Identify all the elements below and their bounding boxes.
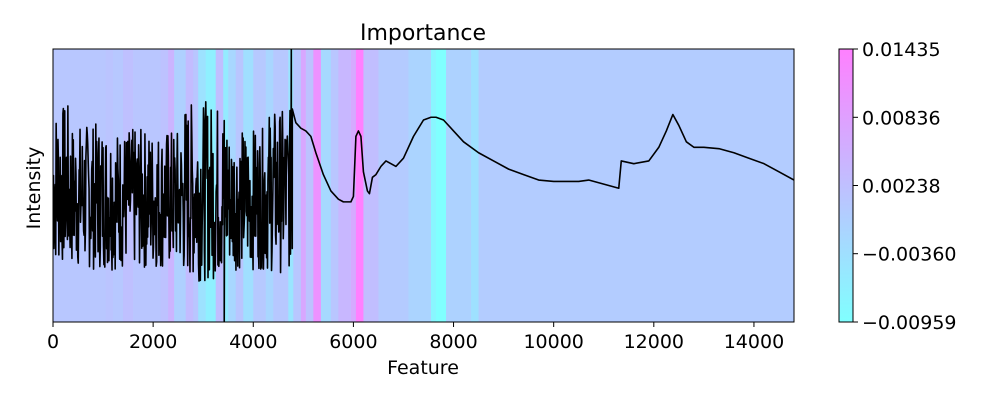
importance-band — [408, 49, 432, 322]
x-tick-label: 2000 — [129, 331, 177, 353]
colorbar-tick-label: 0.00836 — [862, 107, 941, 129]
importance-band — [446, 49, 472, 322]
plot-frame — [52, 48, 795, 323]
importance-band — [305, 49, 314, 322]
importance-band — [355, 49, 364, 322]
colorbar-tick-label: −0.00360 — [862, 244, 957, 266]
importance-band — [300, 49, 307, 322]
importance-band — [431, 49, 437, 322]
importance-band — [378, 49, 409, 322]
importance-band — [330, 49, 339, 322]
colorbar-tick-label: 0.00238 — [862, 176, 941, 198]
importance-band — [471, 49, 480, 322]
importance-band — [293, 49, 302, 322]
importance-band — [436, 49, 447, 322]
x-axis-label: Feature — [387, 357, 459, 379]
x-tick-label: 10000 — [523, 331, 583, 353]
x-tick-label: 0 — [47, 331, 59, 353]
colorbar-tick-label: −0.00959 — [862, 312, 957, 334]
chart-title: Importance — [360, 21, 486, 46]
colorbar-axis: 0.01435 0.00836 0.00238 −0.00360 −0.00959 — [853, 39, 957, 334]
x-tick-label: 14000 — [724, 331, 784, 353]
x-tick-label: 8000 — [429, 331, 477, 353]
colorbar — [839, 49, 853, 322]
importance-band — [185, 49, 194, 322]
x-axis: 0 2000 4000 6000 8000 10000 12000 14000 — [47, 322, 784, 353]
colorbar-tick-label: 0.01435 — [862, 39, 941, 61]
series-group — [53, 49, 794, 322]
importance-band — [338, 49, 352, 322]
importance-band — [478, 49, 795, 322]
x-tick-label: 4000 — [229, 331, 277, 353]
importance-band — [320, 49, 332, 322]
y-axis-label: Intensity — [23, 147, 45, 230]
x-tick-label: 12000 — [624, 331, 684, 353]
importance-band — [313, 49, 322, 322]
importance-band — [215, 49, 224, 322]
intensity-line — [53, 49, 794, 322]
importance-band — [105, 49, 114, 322]
x-tick-label: 6000 — [329, 331, 377, 353]
